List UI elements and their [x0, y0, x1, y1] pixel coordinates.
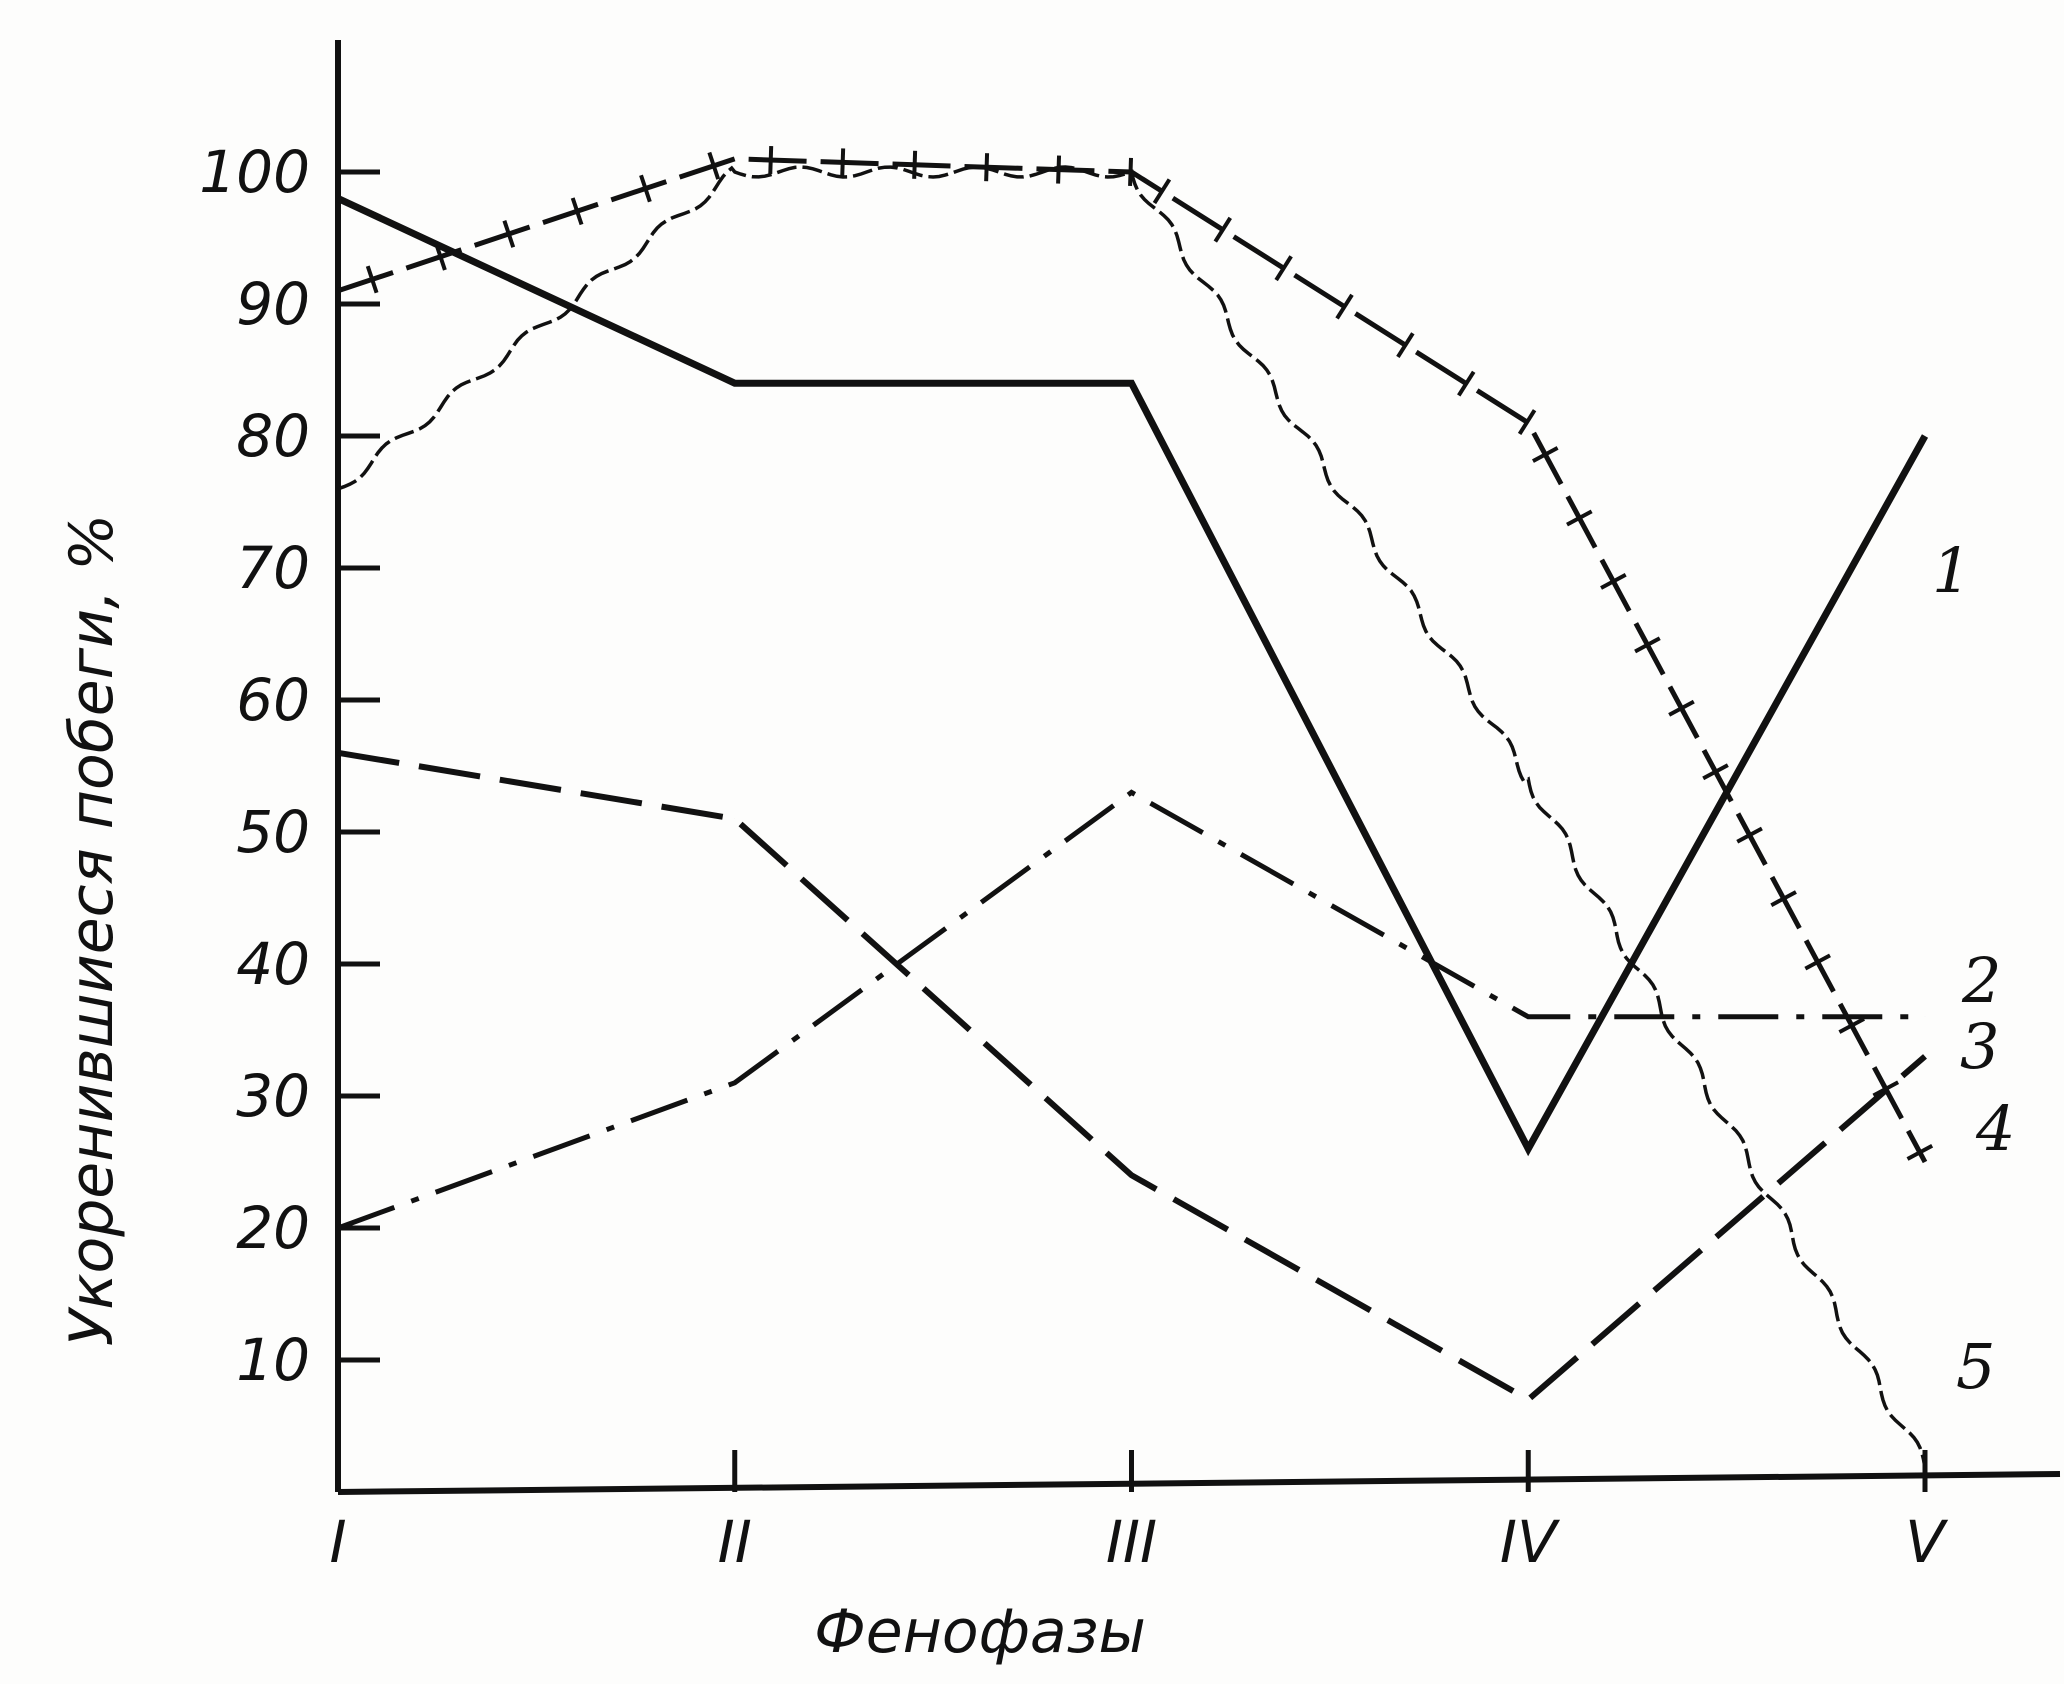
y-tick-label: 70	[236, 534, 310, 602]
series-1	[336, 195, 1929, 1157]
y-axis-ticks: 10 20 30 40 50 60 70 80 90 100	[199, 138, 380, 1394]
y-tick-label: 60	[236, 666, 310, 734]
y-tick-label: 20	[236, 1194, 310, 1262]
series-4-tick-mark	[1804, 953, 1831, 971]
series-4-tick-mark	[1634, 636, 1661, 654]
series-4-tick-mark	[434, 242, 447, 271]
series-4-tick-mark	[1396, 332, 1415, 359]
series-4-tick-mark	[1702, 763, 1729, 781]
series-4-tick-mark	[1838, 1017, 1866, 1034]
y-tick-label: 50	[236, 798, 310, 866]
series-4-tick-mark	[1736, 826, 1763, 844]
x-tick-label: III	[1106, 1508, 1157, 1576]
series-4-tick-mark	[365, 265, 379, 294]
series-4-tick-mark	[840, 148, 846, 177]
series-4-tick-mark	[1906, 1143, 1934, 1161]
x-tick-label: I	[329, 1508, 346, 1576]
y-tick-label: 10	[236, 1326, 310, 1394]
series-2	[337, 789, 1926, 1231]
series-3	[337, 749, 1927, 1404]
series-4-tick-mark	[1335, 293, 1354, 320]
series-4-tick-mark	[570, 197, 584, 226]
series-4-tick-mark	[1872, 1080, 1900, 1098]
series-4-tick-mark	[639, 174, 652, 203]
series-label-4: 4	[1975, 1092, 2015, 1165]
x-tick-label: V	[1905, 1508, 1949, 1576]
series-4-tick-mark	[1056, 155, 1062, 184]
y-tick-label: 90	[236, 270, 310, 338]
series-3-line	[337, 749, 1927, 1404]
series-4-tick-mark	[768, 145, 774, 175]
x-tick-label: IV	[1500, 1508, 1561, 1576]
series-4-tick-mark	[1517, 409, 1537, 435]
series-4-tick-mark	[1566, 509, 1593, 527]
series-4-tick-mark	[1600, 573, 1627, 590]
series-label-2: 2	[1961, 944, 2001, 1017]
y-tick-label: 80	[236, 402, 310, 470]
x-tick-label: II	[718, 1508, 752, 1576]
y-tick-label: 30	[236, 1062, 310, 1130]
series-4-tick-mark	[1531, 446, 1559, 463]
series-1-line	[336, 195, 1929, 1157]
y-axis-title: Укоренившиеся побеги, %	[57, 514, 127, 1347]
series-4-tick-mark	[1213, 216, 1232, 243]
y-tick-label: 40	[236, 930, 310, 998]
series-layer	[336, 145, 1934, 1467]
series-label-1: 1	[1932, 534, 1971, 607]
series-4-tick-mark	[1668, 699, 1695, 717]
x-axis-ticks: I II III IV V	[329, 1450, 1949, 1576]
series-4-tick-mark	[1274, 255, 1293, 282]
series-5-line	[337, 165, 1927, 1467]
axes	[335, 40, 2061, 1495]
series-4-tick-mark	[1152, 178, 1172, 205]
series-label-5: 5	[1956, 1330, 1995, 1403]
series-label-3: 3	[1960, 1010, 1999, 1083]
series-4-tick-mark	[502, 220, 516, 248]
series-4-tick-mark	[1457, 370, 1476, 397]
x-axis-title: Фенофазы	[814, 1597, 1146, 1667]
series-4-tick-mark	[707, 151, 721, 180]
y-tick-label: 100	[199, 138, 310, 206]
series-5	[337, 165, 1927, 1467]
series-4-tick-mark	[1770, 890, 1797, 907]
x-axis-line	[337, 1471, 2061, 1495]
